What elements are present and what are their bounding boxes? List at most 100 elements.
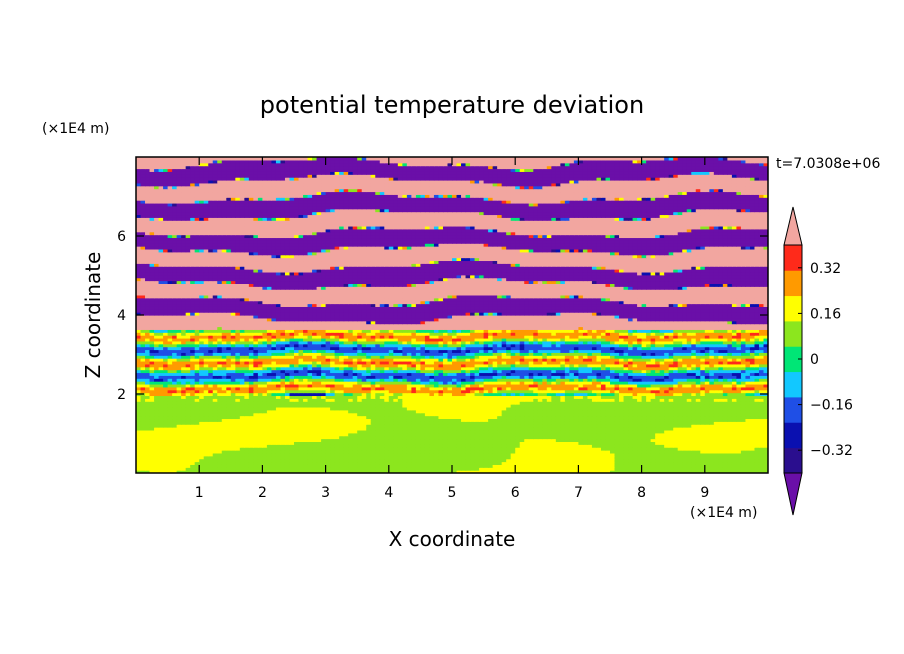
field-cell xyxy=(637,389,643,394)
field-cell xyxy=(506,406,512,411)
field-cell xyxy=(623,401,629,405)
field-cell xyxy=(628,441,634,445)
field-cell xyxy=(230,424,236,428)
field-cell xyxy=(546,398,552,402)
field-cell xyxy=(474,467,480,471)
field-cell xyxy=(217,418,223,422)
field-cell xyxy=(447,464,453,468)
field-cell xyxy=(515,427,521,431)
field-cell xyxy=(280,406,286,411)
field-cell xyxy=(596,432,602,437)
field-cell xyxy=(343,432,349,437)
field-cell xyxy=(433,389,440,394)
field-cell xyxy=(659,427,665,431)
field-cell xyxy=(736,441,742,445)
field-cell xyxy=(650,455,656,460)
field-cell xyxy=(366,401,372,405)
field-cell xyxy=(637,435,643,440)
field-cell xyxy=(158,398,164,402)
field-cell xyxy=(375,392,381,397)
field-cell xyxy=(605,412,611,417)
field-cell xyxy=(686,444,692,448)
field-cell xyxy=(763,415,768,420)
field-cell xyxy=(641,395,647,399)
field-cell xyxy=(537,470,543,473)
field-cell xyxy=(230,441,236,445)
field-cell xyxy=(646,383,652,388)
field-cell xyxy=(655,386,661,391)
field-cell xyxy=(303,444,309,448)
field-cell xyxy=(709,375,715,379)
field-cell xyxy=(610,427,616,431)
field-cell xyxy=(596,415,602,420)
field-cell xyxy=(429,424,435,428)
field-cell xyxy=(343,412,349,417)
field-cell xyxy=(447,418,453,422)
field-cell xyxy=(208,432,214,437)
field-cell xyxy=(528,441,534,445)
field-cell xyxy=(591,467,598,471)
field-cell xyxy=(275,450,282,454)
field-cell xyxy=(208,441,214,445)
field-cell xyxy=(564,464,570,468)
field-cell xyxy=(587,464,593,468)
field-cell xyxy=(736,467,742,471)
field-cell xyxy=(429,429,435,434)
field-cell xyxy=(524,378,530,382)
field-cell xyxy=(253,395,259,399)
field-cell xyxy=(537,418,543,422)
field-cell xyxy=(546,464,552,468)
field-cell xyxy=(172,386,178,391)
field-cell xyxy=(709,450,715,454)
field-cell xyxy=(569,398,575,402)
field-cell xyxy=(758,470,765,473)
field-cell xyxy=(506,455,512,460)
field-cell xyxy=(185,418,191,422)
field-cell xyxy=(465,398,471,402)
field-cell xyxy=(145,464,151,468)
field-cell xyxy=(628,447,634,451)
field-cell xyxy=(312,421,318,425)
field-cell xyxy=(637,467,643,471)
field-cell xyxy=(542,415,548,420)
field-cell xyxy=(537,372,543,376)
field-cell xyxy=(226,378,232,382)
field-cell xyxy=(659,386,665,391)
field-cell xyxy=(569,461,575,465)
field-cell xyxy=(343,418,349,422)
field-cell xyxy=(145,418,151,422)
field-cell xyxy=(203,418,209,422)
field-cell xyxy=(298,421,304,425)
field-cell xyxy=(284,427,291,431)
field-cell xyxy=(524,444,530,448)
field-cell xyxy=(591,412,598,417)
field-cell xyxy=(325,464,331,468)
field-cell xyxy=(713,395,719,399)
field-cell xyxy=(709,447,715,451)
field-cell xyxy=(700,435,706,440)
field-cell xyxy=(375,386,381,391)
field-cell xyxy=(388,386,394,391)
field-cell xyxy=(695,372,701,376)
field-cell xyxy=(740,381,747,385)
field-cell xyxy=(533,406,539,411)
field-cell xyxy=(438,447,444,451)
field-cell xyxy=(379,412,385,417)
field-cell xyxy=(519,429,525,434)
field-cell xyxy=(668,450,674,454)
field-cell xyxy=(406,427,412,431)
field-cell xyxy=(140,467,146,471)
field-cell xyxy=(145,381,151,385)
field-cell xyxy=(731,429,737,434)
field-cell xyxy=(641,404,647,408)
field-cell xyxy=(555,401,561,405)
field-cell xyxy=(298,441,304,445)
field-cell xyxy=(271,464,277,468)
field-cell xyxy=(361,375,367,379)
field-cell xyxy=(172,438,178,442)
field-cell xyxy=(740,450,747,454)
field-cell xyxy=(212,455,218,460)
field-cell xyxy=(546,372,552,376)
field-cell xyxy=(284,438,291,442)
field-cell xyxy=(614,461,620,465)
